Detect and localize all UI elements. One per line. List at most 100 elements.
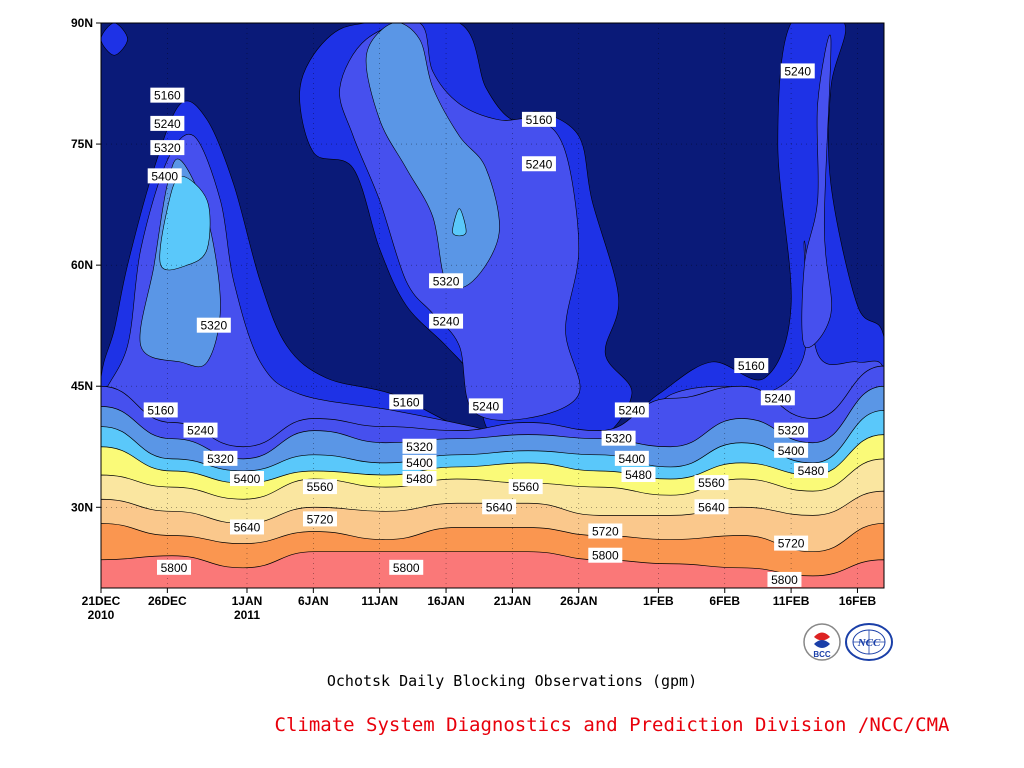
x-tick-sublabel: 2011 (234, 608, 260, 622)
contour-label-text: 5320 (605, 432, 632, 446)
contour-label-text: 5400 (151, 169, 178, 183)
contour-label-box (429, 313, 464, 329)
contour-label-text: 5400 (778, 444, 805, 458)
contour-label-text: 5240 (154, 117, 181, 131)
contour-label-text: 5720 (592, 525, 619, 539)
x-tick-label: 11JAN (361, 594, 398, 608)
contour-label-text: 5400 (406, 456, 433, 470)
contour-band-5800 (101, 551, 884, 588)
contour-label-text: 5640 (698, 500, 725, 514)
contour-label-box (302, 479, 337, 495)
contour-label: 5720 (774, 535, 809, 551)
contour-label: 5400 (147, 168, 182, 184)
y-tick-label: 45N (71, 379, 93, 393)
contour-label-box (150, 115, 185, 131)
y-tick-label: 30N (71, 500, 93, 514)
x-tick-label: 6FEB (709, 594, 740, 608)
bcc-logo: BCC (803, 623, 841, 661)
x-tick-label: 6JAN (298, 594, 329, 608)
contour-label-text: 5480 (406, 472, 433, 486)
contour-label-text: 5160 (526, 113, 553, 127)
contour-label-text: 5320 (433, 274, 460, 288)
contour-label: 5640 (229, 519, 264, 535)
x-tick-label: 26DEC (148, 594, 187, 608)
y-axis: 30N 45N 60N 75N 90N (71, 16, 101, 514)
contour-label-text: 5480 (625, 468, 652, 482)
contour-label-box (150, 87, 185, 103)
contour-label-box (389, 559, 424, 575)
contour-label: 5400 (774, 442, 809, 458)
credit-line: Climate System Diagnostics and Predictio… (274, 714, 950, 736)
contour-region-5400 (452, 208, 467, 237)
x-tick-label: 1JAN (232, 594, 263, 608)
contour-label-text: 5560 (307, 480, 334, 494)
contour-label-box (468, 398, 503, 414)
contour-label-text: 5240 (526, 157, 553, 171)
contour-label-text: 5720 (778, 537, 805, 551)
contour-label: 5320 (196, 317, 231, 333)
contour-region-5160 (101, 23, 884, 472)
contour-label: 5480 (621, 467, 656, 482)
contour-label: 5560 (508, 479, 543, 495)
x-tick-label: 1FEB (643, 594, 674, 608)
contour-label: 5160 (143, 402, 178, 418)
contour-label-box (482, 499, 517, 515)
contour-label: 5320 (429, 273, 464, 289)
contour-label-text: 5800 (592, 549, 619, 563)
chart-caption: Ochotsk Daily Blocking Observations (gpm… (326, 672, 698, 690)
contour-label: 5720 (302, 511, 337, 526)
contour-label-text: 5240 (764, 391, 791, 405)
contour-label: 5160 (521, 111, 556, 127)
contour-label-text: 5640 (234, 520, 261, 534)
y-tick-label: 75N (71, 137, 93, 151)
svg-text:BCC: BCC (813, 650, 831, 659)
contour-label: 5320 (774, 422, 809, 438)
contour-label: 5640 (482, 499, 517, 515)
svg-text:NCC: NCC (857, 637, 881, 649)
contour-label: 5800 (389, 559, 424, 575)
contour-label-box (183, 422, 218, 438)
plot-area: 5160 5240 5320 5400 5320 5160 5240 5320 5400 5640… (101, 23, 884, 588)
contour-label: 5400 (614, 450, 649, 466)
contour-label: 5560 (694, 475, 729, 491)
contour-label-box (143, 402, 178, 418)
contour-label: 5400 (402, 454, 437, 470)
contour-label-box (760, 390, 795, 406)
contour-labels: 5160 5240 5320 5400 5320 5160 5240 5320 5400 5640… (143, 63, 829, 587)
contour-label-text: 5640 (486, 500, 513, 514)
contour-label: 5640 (694, 499, 729, 515)
contour-label: 5320 (203, 450, 238, 466)
y-tick-label: 90N (71, 16, 93, 30)
contour-label-text: 5320 (154, 141, 181, 155)
contour-label-box (508, 479, 543, 495)
x-tick-label: 16FEB (839, 594, 877, 608)
contour-label: 5240 (780, 63, 815, 79)
contour-label-text: 5400 (234, 472, 261, 486)
contour-label-box (196, 317, 231, 333)
contour-label: 5320 (601, 430, 636, 446)
contour-label-box (601, 430, 636, 446)
contour-label-box (774, 442, 809, 458)
contour-label: 5240 (150, 115, 185, 131)
contour-region-5160 (101, 23, 128, 56)
contour-label-text: 5320 (778, 424, 805, 438)
contour-label-box (694, 475, 729, 491)
contour-label-box (229, 471, 264, 487)
contour-label-box (774, 535, 809, 551)
contour-label-box (429, 273, 464, 289)
bcc-swirl-red (814, 632, 830, 641)
contour-label: 5160 (734, 358, 769, 374)
contour-label-box (389, 394, 424, 410)
contour-label-box (780, 63, 815, 79)
contour-label: 5320 (150, 140, 185, 156)
contour-label-text: 5480 (798, 464, 825, 478)
x-tick-sublabel: 2010 (88, 608, 115, 622)
contour-label-text: 5160 (738, 359, 765, 373)
contour-label-box (794, 462, 829, 478)
contour-label-box (588, 547, 623, 563)
contour-label-box (147, 168, 182, 184)
y-tick-label: 60N (71, 258, 93, 272)
contour-region-5240 (801, 34, 832, 348)
